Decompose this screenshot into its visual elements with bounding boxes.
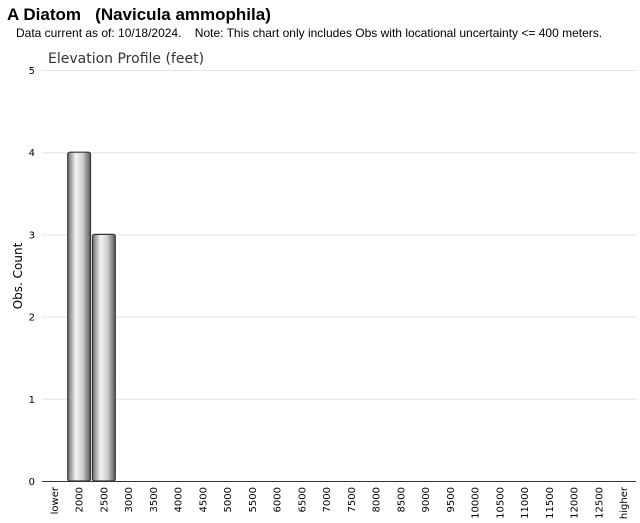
- chart-title: Elevation Profile (feet): [48, 51, 204, 67]
- x-tick-label: 12500: [594, 487, 605, 519]
- x-tick-label: 4000: [174, 487, 185, 512]
- bar-2500[interactable]: [91, 233, 116, 482]
- x-tick-label: 5000: [223, 487, 234, 512]
- y-tick-labels: 0 1 2 3 4 5: [29, 66, 35, 488]
- x-tick-label: 9500: [446, 487, 457, 512]
- x-tick-label: 9000: [421, 487, 432, 512]
- x-tick-label: 12000: [570, 487, 581, 519]
- page-subtitle: Data current as of: 10/18/2024. Note: Th…: [16, 26, 603, 40]
- x-tick-label: 11500: [545, 487, 556, 519]
- x-tick-label: 5500: [248, 487, 259, 512]
- x-tick-label: 6500: [297, 487, 308, 512]
- x-tick-label: 8000: [372, 487, 383, 512]
- y-tick-label: 4: [29, 148, 35, 159]
- x-tick-label: 3500: [149, 487, 160, 512]
- x-tick-label: 4500: [198, 487, 209, 512]
- x-tick-label: 7500: [347, 487, 358, 512]
- x-tick-label: higher: [619, 486, 630, 519]
- y-tick-label: 3: [29, 230, 35, 241]
- x-tick-label: 10000: [471, 487, 482, 519]
- bar-2000[interactable]: [67, 151, 92, 482]
- x-tick-label: 6000: [273, 487, 284, 512]
- y-axis-label: Obs. Count: [11, 242, 25, 309]
- x-tick-label: 7000: [322, 487, 333, 512]
- bars: [67, 151, 116, 482]
- x-tick-labels: lower 2000 2500 3000 3500 4000 4500 5000 5500 600…: [50, 486, 630, 519]
- y-tick-label: 5: [29, 66, 35, 77]
- x-tick-label: lower: [50, 486, 61, 514]
- page-title: A Diatom (Navicula ammophila): [7, 5, 271, 24]
- x-tick-label: 10500: [495, 487, 506, 519]
- y-tick-label: 0: [29, 477, 35, 488]
- x-tick-label: 2000: [75, 487, 86, 512]
- x-tick-label: 8500: [396, 487, 407, 512]
- y-tick-label: 2: [29, 313, 35, 324]
- x-tick-label: 3000: [124, 487, 135, 512]
- grid-lines: [42, 70, 636, 400]
- x-tick-label: 2500: [99, 487, 110, 512]
- x-tick-label: 11000: [520, 487, 531, 519]
- y-tick-label: 1: [29, 395, 35, 406]
